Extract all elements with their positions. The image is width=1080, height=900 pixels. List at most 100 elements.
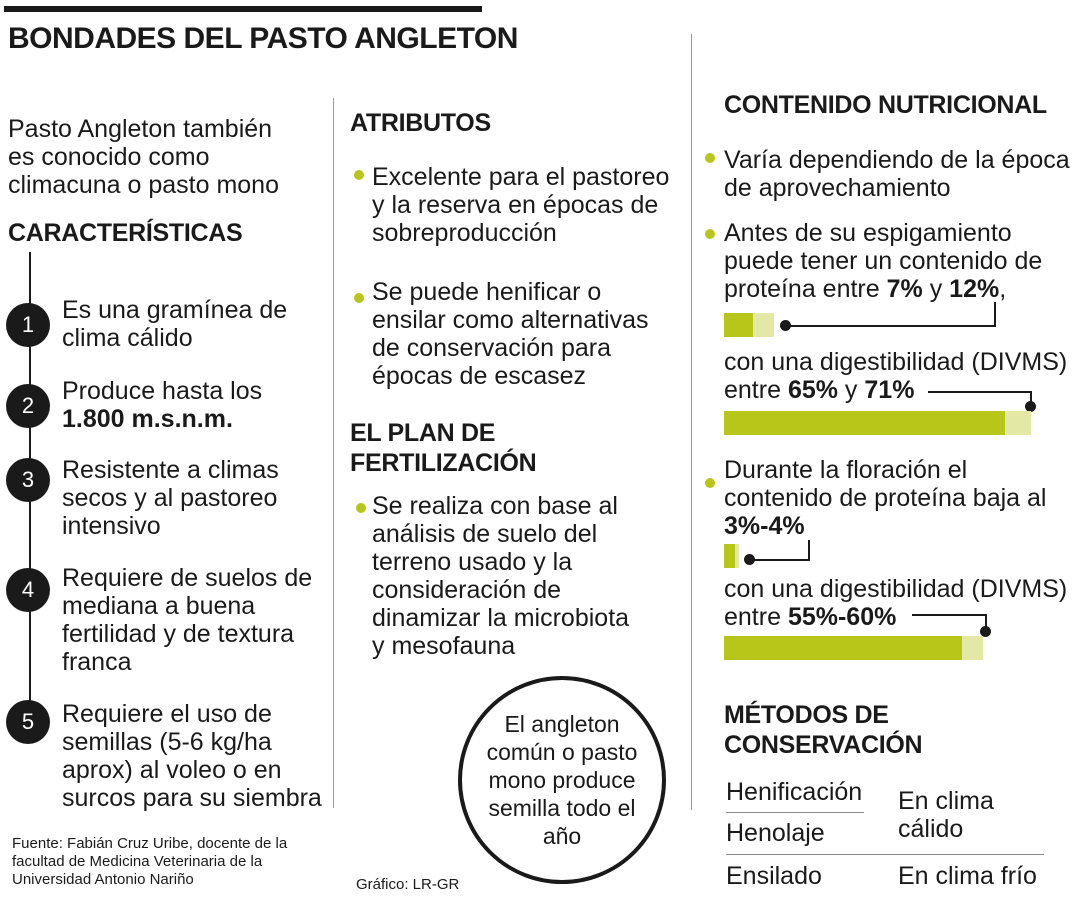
heading-line: FERTILIZACIÓN: [350, 449, 537, 477]
item-line: aprox) al voleo o en: [62, 756, 282, 784]
item-line: análisis de suelo del: [372, 520, 598, 548]
intro-text: Pasto Angleton también es conocido como …: [8, 115, 279, 199]
bar-low-segment: [724, 544, 736, 568]
protein-flor-bar: [724, 544, 984, 568]
leader-line: [985, 614, 987, 630]
value-line: cálido: [898, 815, 964, 843]
bullet-dot: [354, 170, 364, 180]
item-line: y mesofauna: [372, 632, 516, 660]
item-line: entre 65% y 71%: [724, 376, 1067, 404]
item-line: consideración de: [372, 576, 562, 604]
item-line: Requiere de suelos de: [62, 564, 313, 592]
digest-flor-bar: [724, 636, 984, 660]
item-line: dinamizar la microbiota: [372, 604, 630, 632]
atributo-item: Se puede henificar o ensilar como altern…: [372, 278, 649, 390]
method-name: Henolaje: [726, 819, 825, 847]
protein-high-value: 12%: [949, 275, 1000, 303]
note-line: El angleton: [504, 711, 620, 737]
value-line: En clima: [898, 787, 994, 815]
leader-line: [912, 614, 986, 616]
graphic-credit: Gráfico: LR-GR: [356, 876, 460, 893]
item-line: Antes de su espigamiento: [724, 219, 1012, 247]
bar-range-segment: [735, 544, 740, 568]
method-name: Henificación: [726, 778, 863, 806]
item-line: Resistente a climas: [62, 456, 279, 484]
item-line: clima cálido: [62, 324, 193, 352]
caracteristica-item: Resistente a climas secos y al pastoreo …: [62, 456, 279, 540]
method-value-cold: En clima frío: [898, 862, 1037, 890]
nutricional-p3-digest: con una digestibilidad (DIVMS) entre 55%…: [724, 575, 1067, 631]
title-rule: [4, 6, 482, 12]
item-bold-value: 1.800 m.s.n.m.: [62, 405, 233, 433]
bullet-dot: [356, 503, 366, 513]
bullet-dot: [705, 153, 715, 163]
method-divider: [726, 812, 864, 813]
heading-line: CONSERVACIÓN: [724, 731, 923, 759]
atributos-heading: ATRIBUTOS: [350, 109, 491, 137]
leader-dot: [1025, 401, 1036, 412]
bullet-dot: [705, 478, 715, 488]
leader-line: [928, 391, 1031, 393]
item-line: de aprovechamiento: [724, 174, 951, 202]
item-line: franca: [62, 648, 132, 676]
protein-pre-bar: [724, 313, 984, 337]
bar-range-segment: [1004, 411, 1031, 435]
item-line: ensilar como alternativas: [372, 306, 649, 334]
nutricional-p1: Varía dependiendo de la época de aprovec…: [724, 146, 1070, 202]
leader-dot: [744, 554, 755, 565]
leader-line: [786, 325, 996, 327]
caracteristica-item: Requiere de suelos de mediana a buena fe…: [62, 564, 312, 676]
digest-high-value: 71%: [864, 376, 915, 404]
item-line: intensivo: [62, 512, 161, 540]
text-span: y: [837, 376, 865, 404]
item-line: secos y al pastoreo: [62, 484, 278, 512]
number-badge-2: 2: [6, 384, 50, 428]
bar-range-segment: [961, 636, 984, 660]
intro-line: climacuna o pasto mono: [8, 171, 279, 199]
leader-line: [1030, 391, 1032, 407]
item-line: semillas (5-6 kg/ha: [62, 728, 272, 756]
nutricional-heading: CONTENIDO NUTRICIONAL: [724, 91, 1047, 119]
item-line: terreno usado y la: [372, 548, 573, 576]
note-line: año: [542, 823, 582, 849]
item-line: épocas de escasez: [372, 362, 587, 390]
heading-line: EL PLAN DE: [350, 419, 496, 447]
text-span: entre: [724, 376, 788, 404]
bar-low-segment: [724, 636, 962, 660]
item-line: proteína entre 7% y 12%,: [724, 275, 1042, 303]
item-line: con una digestibilidad (DIVMS): [724, 575, 1068, 603]
item-line: puede tener un contenido de: [724, 247, 1043, 275]
item-line: Varía dependiendo de la época: [724, 146, 1070, 174]
caracteristica-item: Es una gramínea de clima cálido: [62, 296, 287, 352]
page-title: BONDADES DEL PASTO ANGLETON: [8, 22, 518, 55]
bar-range-segment: [753, 313, 775, 337]
nutricional-p2-digest: con una digestibilidad (DIVMS) entre 65%…: [724, 348, 1067, 404]
leader-dot: [780, 320, 791, 331]
method-divider: [726, 854, 1044, 855]
note-line: común o pasto: [486, 739, 638, 765]
item-line: Se realiza con base al: [372, 492, 618, 520]
digest-flor-value: 55%-60%: [787, 603, 897, 631]
text-span: y: [922, 275, 950, 303]
column-divider-right: [691, 34, 692, 810]
source-line: Universidad Antonio Nariño: [12, 871, 194, 888]
number-badge-4: 4: [6, 568, 50, 612]
leader-line: [750, 559, 810, 561]
column-divider-left: [333, 98, 334, 808]
item-line: y la reserva en épocas de: [372, 191, 659, 219]
item-line: Es una gramínea de: [62, 296, 288, 324]
note-line: semilla todo el: [488, 795, 636, 821]
leader-dot: [980, 626, 991, 637]
item-line: Produce hasta los: [62, 377, 263, 405]
heading-line: MÉTODOS DE: [724, 701, 889, 729]
number-badge-1: 1: [6, 303, 50, 347]
item-line: con una digestibilidad (DIVMS): [724, 348, 1068, 376]
item-line: de conservación para: [372, 334, 612, 362]
nutricional-p3: Durante la floración el contenido de pro…: [724, 456, 1046, 540]
number-badge-5: 5: [6, 700, 50, 744]
item-line: contenido de proteína baja al: [724, 484, 1047, 512]
item-line: Se puede henificar o: [372, 278, 602, 306]
item-line: entre 55%-60%: [724, 603, 1067, 631]
nutricional-p2: Antes de su espigamiento puede tener un …: [724, 219, 1042, 303]
bullet-dot: [354, 293, 364, 303]
